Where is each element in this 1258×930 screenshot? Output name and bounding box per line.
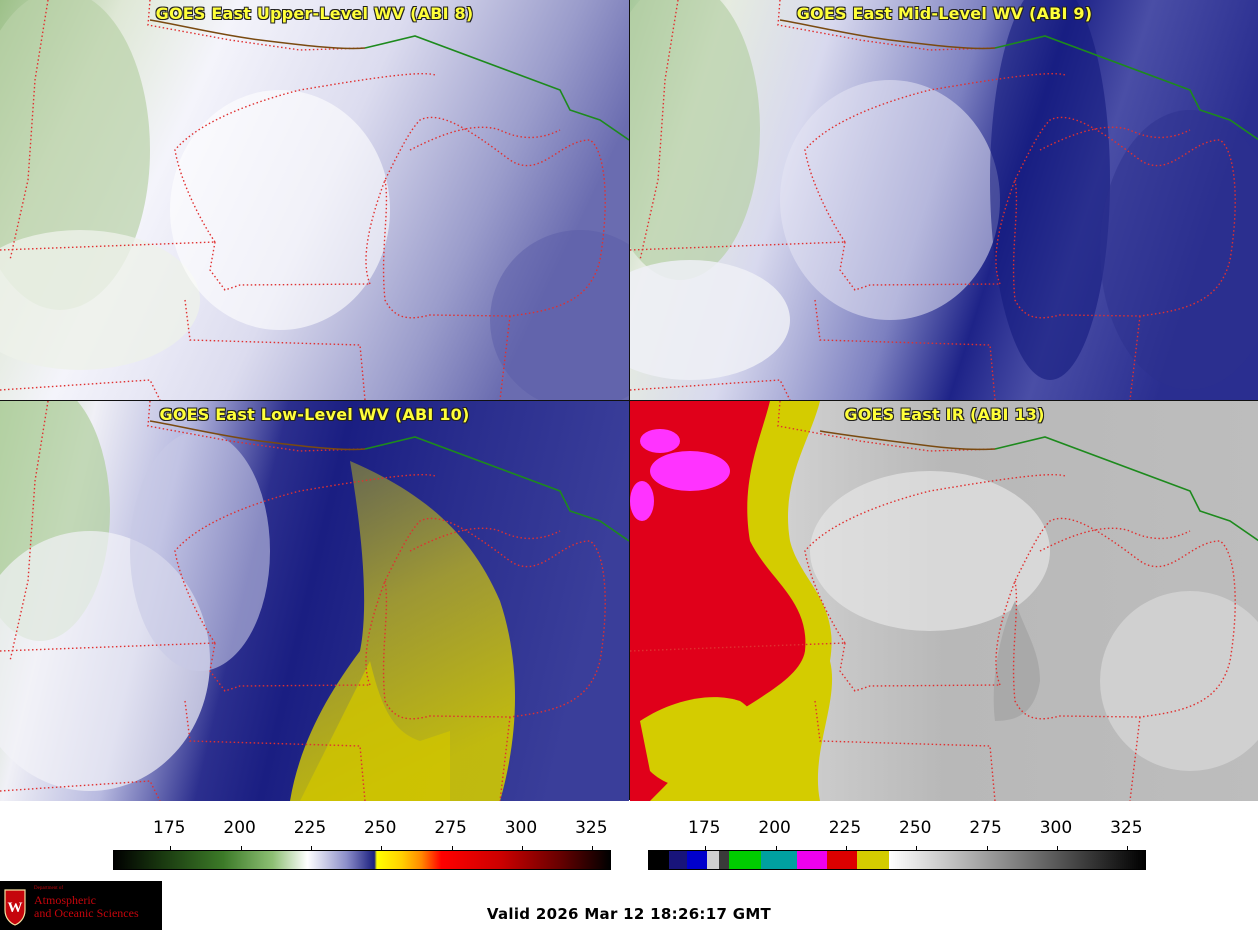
panel-mid-level-wv: GOES East Mid-Level WV (ABI 9) [630,0,1258,400]
colorbar-wv-bar [113,846,611,870]
upper-level-wv-image [0,0,629,400]
panel-divider-horizontal [0,400,1258,401]
colorbar-wv-gradient [114,851,610,869]
colorbar-ir-tick-mark [845,846,847,851]
svg-text:W: W [8,900,23,916]
colorbar-wv-ticks: 175 200 225 250 275 300 325 [113,818,611,848]
colorbar-wv-tick-label: 275 [434,818,467,838]
ir-image [630,401,1258,801]
colorbar-wv-tick-mark [170,846,172,851]
valid-time: Valid 2026 Mar 12 18:26:17 GMT [486,905,772,923]
uw-crest-icon: W [4,889,26,926]
low-level-wv-image [0,401,629,801]
mid-level-wv-image [630,0,1258,400]
colorbar-wv-tick-label: 200 [223,818,256,838]
colorbar-ir-tick-label: 275 [969,818,1002,838]
colorbar-ir-tick-mark [775,846,777,851]
panel-ir: GOES East IR (ABI 13) [630,401,1258,801]
logo-title-text: Atmospheric and Oceanic Sciences [34,894,139,920]
logo-line1: Atmospheric [34,893,96,907]
colorbar-ir-tick-label: 200 [758,818,791,838]
colorbar-wv-tick-mark [592,846,594,851]
aos-logo: W Department of Atmospheric and Oceanic … [0,881,162,930]
panel-low-level-wv: GOES East Low-Level WV (ABI 10) [0,401,629,801]
colorbar-wv-tick-label: 250 [364,818,397,838]
colorbar-wv-tick-label: 325 [575,818,608,838]
colorbar-wv: 175 200 225 250 275 300 325 [113,800,611,880]
colorbar-ir-tick-label: 250 [899,818,932,838]
colorbar-ir-gradient [649,851,1145,869]
colorbar-wv-tick-mark [521,846,523,851]
colorbar-wv-tick-label: 175 [153,818,186,838]
colorbar-ir-tick-label: 325 [1110,818,1143,838]
colorbar-ir-tick-label: 300 [1039,818,1073,838]
colorbar-ir-tick-label: 175 [688,818,721,838]
colorbar-ir-tick-mark [916,846,918,851]
colorbar-ir-tick-mark [986,846,988,851]
panel-title-mid: GOES East Mid-Level WV (ABI 9) [796,4,1093,23]
colorbar-ir-tick-mark [1127,846,1129,851]
logo-line2: and Oceanic Sciences [34,906,139,920]
colorbar-wv-tick-mark [451,846,453,851]
colorbar-wv-tick-label: 225 [293,818,327,838]
panel-title-low: GOES East Low-Level WV (ABI 10) [159,405,470,424]
logo-department-text: Department of [34,886,64,891]
colorbar-wv-tick-mark [240,846,242,851]
colorbar-ir-tick-mark [1056,846,1058,851]
colorbar-wv-tick-mark [381,846,383,851]
colorbar-wv-tick-label: 300 [504,818,538,838]
colorbar-wv-tick-mark [310,846,312,851]
colorbar-ir-tick-mark [705,846,707,851]
colorbar-ir-bar [648,846,1146,870]
colorbar-ir-ticks: 175 200 225 250 275 300 325 [648,818,1146,848]
colorbar-ir-tick-label: 225 [828,818,862,838]
panel-title-upper: GOES East Upper-Level WV (ABI 8) [155,4,474,23]
colorbar-ir: 175 200 225 250 275 300 325 [648,800,1146,880]
panel-title-ir: GOES East IR (ABI 13) [844,405,1045,424]
panel-upper-level-wv: GOES East Upper-Level WV (ABI 8) [0,0,629,400]
